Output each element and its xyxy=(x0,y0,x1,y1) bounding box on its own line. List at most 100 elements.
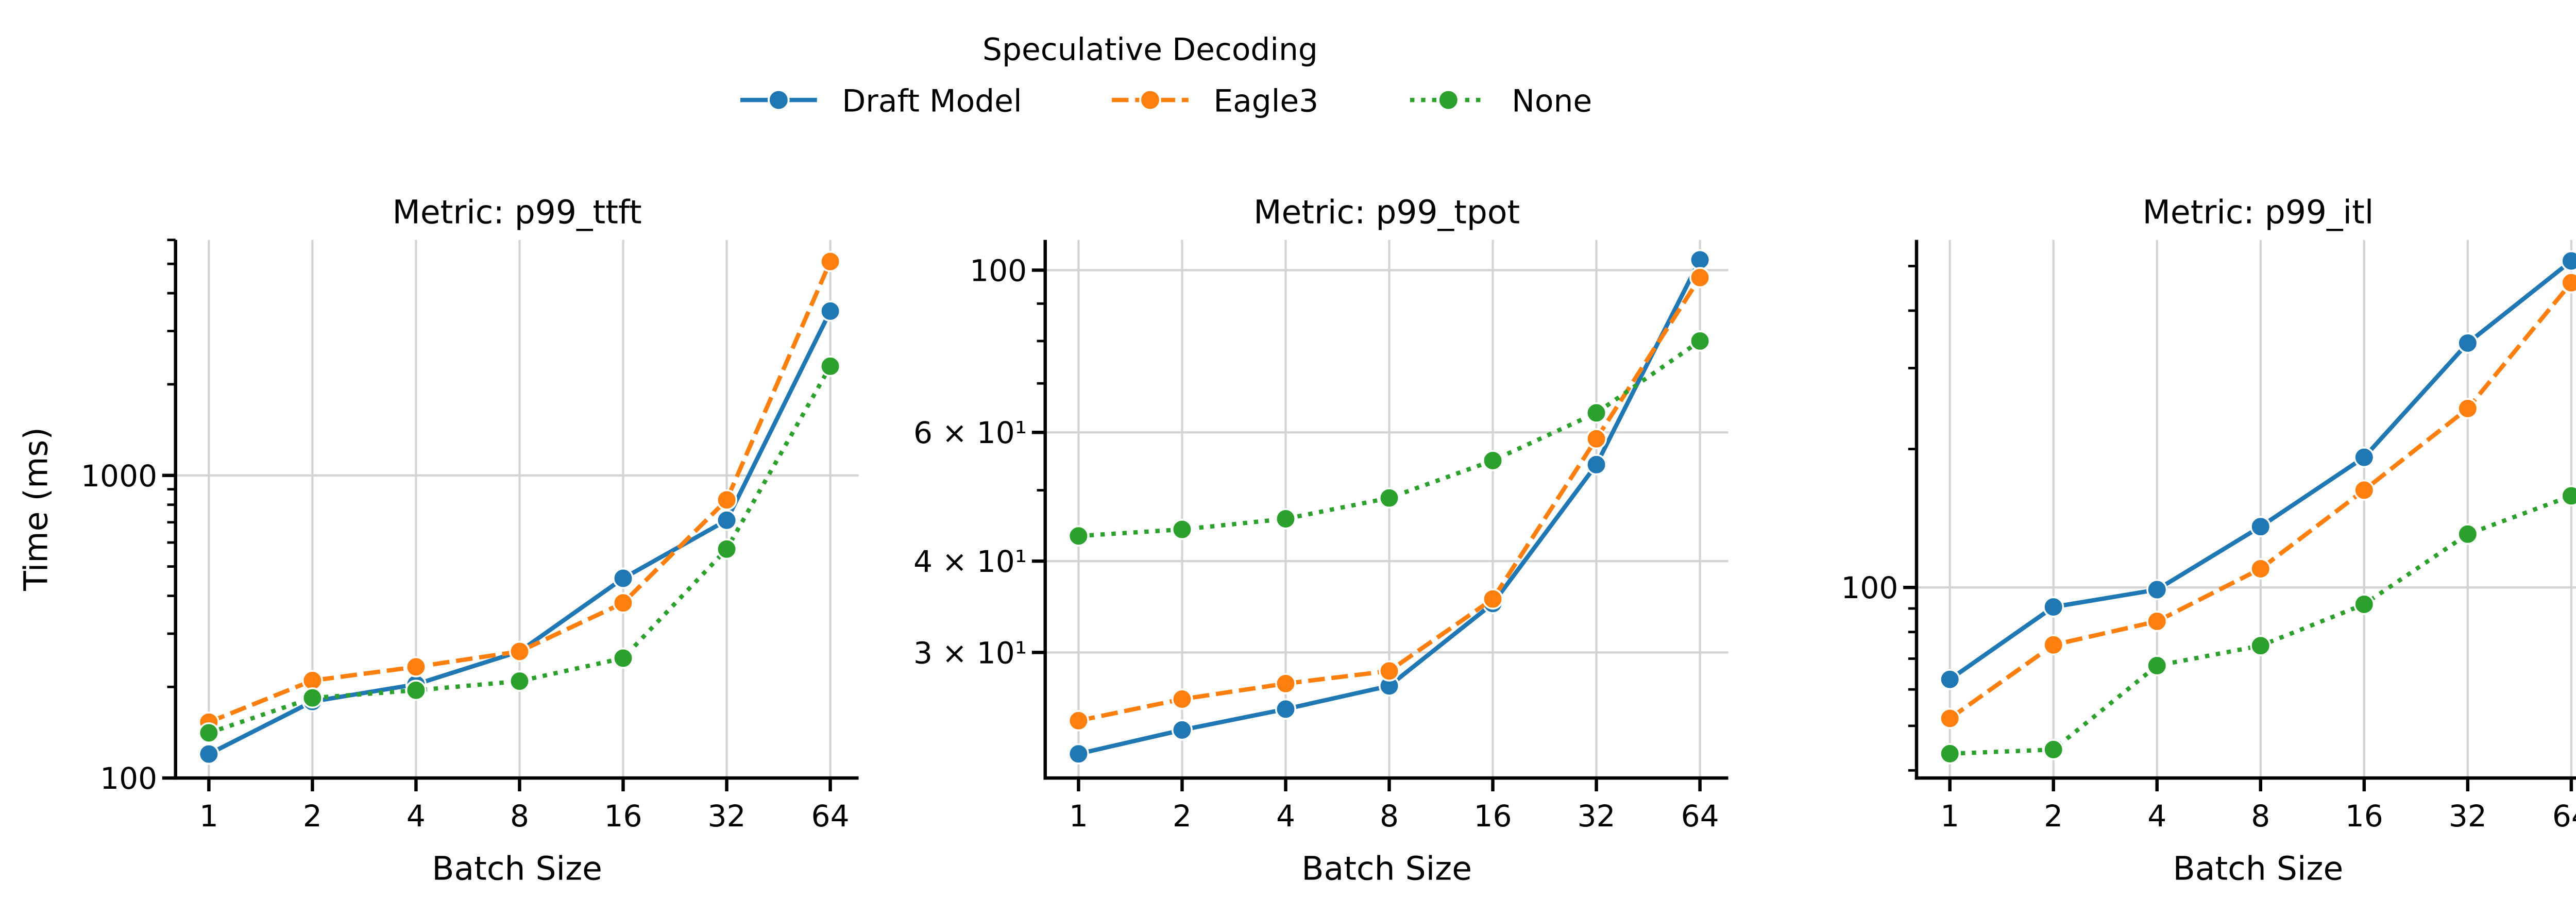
x-tick-label: 64 xyxy=(2552,799,2576,834)
x-tick-label: 64 xyxy=(1681,799,1719,834)
legend: Speculative Decoding Draft Model Eagle3 … xyxy=(740,31,1592,120)
data-point-eagle3 xyxy=(716,489,738,511)
data-point-draft-model xyxy=(2561,250,2576,272)
data-point-eagle3 xyxy=(612,592,634,614)
x-tick-label: 32 xyxy=(2449,799,2487,834)
data-point-none xyxy=(612,647,634,669)
subplot-1: 1 2 4 8 16 32 64 100 1000 Metric: p99_ttft Batch S… xyxy=(17,193,859,887)
x-tick-label: 4 xyxy=(1276,799,1295,834)
data-point-eagle3 xyxy=(1939,707,1961,729)
data-point-draft-model xyxy=(1586,454,1607,476)
legend-marker-none xyxy=(1437,89,1460,111)
legend-label-eagle3: Eagle3 xyxy=(1213,83,1318,120)
y-tick-label: 1000 xyxy=(81,459,157,494)
x-tick-label: 4 xyxy=(2147,799,2166,834)
data-point-eagle3 xyxy=(509,640,531,662)
x-tick-label: 32 xyxy=(708,799,746,834)
data-point-none xyxy=(2043,739,2064,760)
x-tick-label: 8 xyxy=(510,799,529,834)
subplot-3: 1 2 4 8 16 32 64 100 Metric: p99_itl Batch Size xyxy=(1841,193,2576,887)
data-point-none xyxy=(2146,655,2168,676)
legend-marker-eagle3 xyxy=(1139,89,1161,111)
subplot-title: Metric: p99_tpot xyxy=(1253,193,1520,231)
x-tick-label: 16 xyxy=(1474,799,1512,834)
x-tick-label: 8 xyxy=(2251,799,2270,834)
data-point-draft-model xyxy=(2250,516,2272,537)
series-eagle3 xyxy=(1939,272,2576,729)
data-point-eagle3 xyxy=(820,251,841,273)
data-point-draft-model xyxy=(1171,719,1193,741)
data-point-draft-model xyxy=(1275,698,1297,720)
legend-entry-eagle3: Eagle3 xyxy=(1112,83,1318,120)
data-point-draft-model xyxy=(612,567,634,589)
data-point-none xyxy=(2250,635,2272,656)
data-point-eagle3 xyxy=(405,656,427,677)
data-point-none xyxy=(2561,485,2576,506)
subplot-2: 1 2 4 8 16 32 64 3 × 10¹ 4 × 10¹ 6 × 10¹ 100 Metric… xyxy=(913,193,1728,887)
data-point-none xyxy=(820,355,841,377)
data-point-draft-model xyxy=(1939,669,1961,690)
data-point-none xyxy=(1586,402,1607,423)
data-point-draft-model xyxy=(2353,447,2375,468)
x-tick-label: 2 xyxy=(1173,799,1192,834)
x-tick-label: 16 xyxy=(2345,799,2383,834)
legend-label-draft-model: Draft Model xyxy=(842,83,1022,120)
data-point-none xyxy=(1378,487,1400,509)
x-axis-label: Batch Size xyxy=(2173,849,2344,887)
data-point-eagle3 xyxy=(1067,710,1089,732)
x-tick-label: 16 xyxy=(604,799,642,834)
data-point-eagle3 xyxy=(2353,479,2375,501)
data-point-eagle3 xyxy=(2146,611,2168,632)
data-point-none xyxy=(1275,508,1297,530)
x-tick-label: 1 xyxy=(199,799,218,834)
series-none xyxy=(198,355,841,744)
data-point-eagle3 xyxy=(1171,688,1193,710)
data-point-draft-model xyxy=(2146,579,2168,601)
data-point-eagle3 xyxy=(1689,267,1711,289)
series-draft-model xyxy=(1939,250,2576,690)
data-point-none xyxy=(1939,743,1961,765)
legend-label-none: None xyxy=(1512,83,1592,120)
x-tick-label: 2 xyxy=(303,799,322,834)
data-point-none xyxy=(405,680,427,701)
data-point-none xyxy=(1171,519,1193,540)
data-point-none xyxy=(509,670,531,692)
y-tick-label: 100 xyxy=(970,253,1027,288)
x-tick-label: 32 xyxy=(1578,799,1616,834)
data-point-draft-model xyxy=(198,743,219,765)
x-tick-label: 8 xyxy=(1380,799,1399,834)
y-tick-label: 100 xyxy=(100,761,157,796)
series-eagle3 xyxy=(1067,267,1711,732)
series-none xyxy=(1067,330,1711,547)
subplot-title: Metric: p99_itl xyxy=(2143,193,2374,231)
y-tick-label: 6 × 10¹ xyxy=(913,415,1027,450)
x-tick-label: 2 xyxy=(2044,799,2063,834)
data-point-draft-model xyxy=(1067,743,1089,765)
y-tick-label: 3 × 10¹ xyxy=(913,635,1027,670)
data-point-none xyxy=(2457,523,2479,545)
data-point-none xyxy=(1482,450,1504,471)
x-axis-label: Batch Size xyxy=(432,849,602,887)
data-point-eagle3 xyxy=(2250,558,2272,580)
legend-title: Speculative Decoding xyxy=(982,31,1318,67)
x-tick-label: 1 xyxy=(1069,799,1088,834)
data-point-eagle3 xyxy=(2043,634,2064,656)
legend-entry-draft-model: Draft Model xyxy=(740,83,1022,120)
data-point-eagle3 xyxy=(2561,272,2576,294)
legend-entry-none: None xyxy=(1410,83,1592,120)
data-point-none xyxy=(2353,594,2375,615)
x-tick-label: 1 xyxy=(1940,799,1959,834)
data-point-none xyxy=(1067,525,1089,547)
x-tick-label: 64 xyxy=(811,799,850,834)
x-axis-label: Batch Size xyxy=(1301,849,1472,887)
data-point-eagle3 xyxy=(301,670,323,691)
data-point-draft-model xyxy=(716,510,738,531)
data-point-none xyxy=(198,722,219,744)
subplot-title: Metric: p99_ttft xyxy=(392,193,641,231)
subplots: 1 2 4 8 16 32 64 100 1000 Metric: p99_ttft Batch S… xyxy=(17,193,2576,887)
series-none xyxy=(1939,485,2576,765)
y-tick-label: 100 xyxy=(1841,570,1898,605)
data-point-none xyxy=(301,687,323,709)
series-eagle3 xyxy=(198,251,841,733)
